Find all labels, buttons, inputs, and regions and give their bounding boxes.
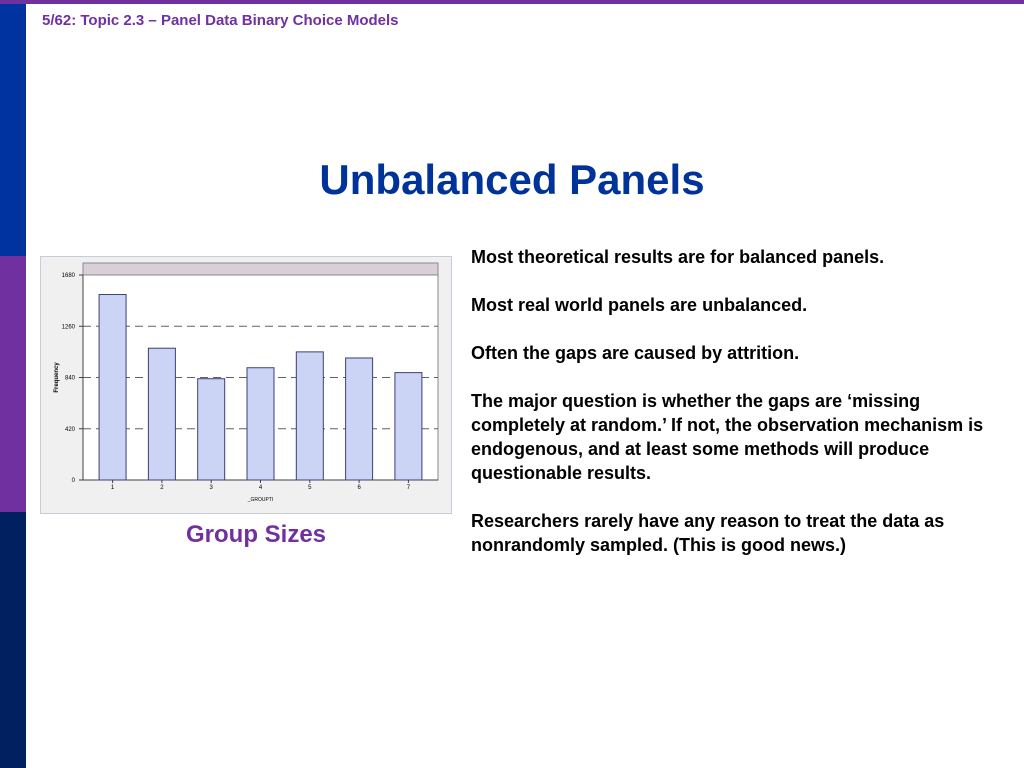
bar [98, 294, 127, 481]
x-axis-label: _GROUPTI [247, 497, 274, 503]
x-tick-label: 5 [308, 485, 312, 491]
bar [147, 347, 176, 481]
plot-header-strip [82, 262, 439, 276]
side-bar [0, 4, 26, 768]
x-tick-label: 1 [111, 485, 115, 491]
y-axis-label: Frequency [54, 362, 60, 393]
bullet-item: Researchers rarely have any reason to tr… [471, 511, 945, 555]
bullet-list: Most theoretical results are for balance… [471, 245, 991, 581]
slide-title: Unbalanced Panels [319, 156, 705, 203]
top-rule [0, 0, 1024, 4]
bullet-item: Often the gaps are caused by attrition. [471, 343, 800, 363]
bar [345, 357, 374, 481]
y-tick-label: 840 [65, 376, 76, 382]
bullet-item: The major question is whether the gaps a… [471, 391, 984, 483]
bullet-item: Most theoretical results are for balance… [471, 247, 885, 267]
bar [197, 378, 226, 481]
x-tick-label: 6 [357, 485, 361, 491]
chart-caption: Group Sizes [185, 521, 327, 548]
x-tick-label: 3 [210, 485, 214, 491]
y-tick-label: 0 [72, 478, 76, 484]
slide-header: 5/62: Topic 2.3 – Panel Data Binary Choi… [42, 12, 399, 29]
bar [295, 351, 324, 481]
side-bar-segment-purple [0, 256, 26, 512]
x-tick-label: 2 [160, 485, 164, 491]
side-bar-segment-navy [0, 512, 26, 768]
bullet-item: Most real world panels are unbalanced. [471, 295, 808, 315]
y-tick-label: 1680 [62, 273, 76, 279]
x-tick-label: 7 [407, 485, 411, 491]
bar [246, 367, 275, 481]
y-tick-label: 420 [65, 427, 76, 433]
group-sizes-chart: 0 420 840 1260 1680 1 2 3 4 5 6 7 _GROUPTI Frequency [40, 256, 452, 514]
side-bar-segment-blue [0, 4, 26, 256]
x-tick-label: 4 [259, 485, 263, 491]
y-tick-label: 1260 [62, 324, 76, 330]
chart-svg: 0 420 840 1260 1680 1 2 3 4 5 6 7 _GROUPTI Frequency [54, 262, 439, 503]
bar [394, 372, 423, 481]
